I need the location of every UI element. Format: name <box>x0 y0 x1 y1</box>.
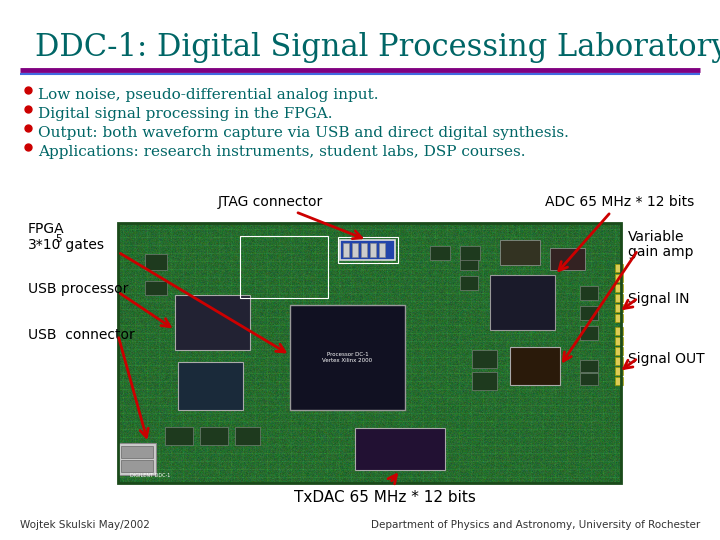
Bar <box>580 360 598 372</box>
Text: JTAG connector: JTAG connector <box>218 195 361 239</box>
Text: Variable: Variable <box>628 230 685 244</box>
Bar <box>361 243 367 257</box>
Bar <box>550 248 585 270</box>
Bar <box>240 236 328 298</box>
Bar <box>615 284 623 292</box>
Bar <box>121 460 153 472</box>
Text: Processor DC-1
Vertex Xilinx 2000: Processor DC-1 Vertex Xilinx 2000 <box>323 352 372 363</box>
Text: Low noise, pseudo-differential analog input.: Low noise, pseudo-differential analog in… <box>38 88 379 102</box>
Bar <box>615 294 623 302</box>
Bar <box>615 377 623 385</box>
Text: ADC 65 MHz * 12 bits: ADC 65 MHz * 12 bits <box>545 195 694 271</box>
Bar <box>615 347 623 355</box>
Bar <box>615 304 623 312</box>
Bar <box>615 327 623 335</box>
Text: DIGILENT DDC-1: DIGILENT DDC-1 <box>130 473 171 478</box>
Bar <box>472 350 497 368</box>
Text: gain amp: gain amp <box>628 245 693 259</box>
Bar <box>370 243 376 257</box>
Bar <box>200 427 228 445</box>
Bar <box>580 326 598 340</box>
Bar <box>615 337 623 345</box>
Bar <box>178 362 243 410</box>
Bar <box>460 256 478 270</box>
Bar <box>352 243 358 257</box>
Bar <box>118 443 156 475</box>
Bar <box>580 306 598 320</box>
Bar <box>472 372 497 390</box>
Bar <box>338 237 398 263</box>
Bar <box>500 240 540 265</box>
Bar <box>615 314 623 322</box>
Bar <box>145 281 167 295</box>
Bar <box>379 243 385 257</box>
Text: USB processor: USB processor <box>28 282 128 296</box>
Text: FPGA: FPGA <box>28 222 65 236</box>
Bar <box>430 246 450 260</box>
Text: Applications: research instruments, student labs, DSP courses.: Applications: research instruments, stud… <box>38 145 526 159</box>
Bar <box>121 446 153 458</box>
Text: 5: 5 <box>55 234 62 244</box>
Bar <box>145 254 167 270</box>
Text: Output: both waveform capture via USB and direct digital synthesis.: Output: both waveform capture via USB an… <box>38 126 569 140</box>
Bar <box>615 274 623 282</box>
Bar <box>118 223 621 483</box>
Bar <box>343 243 349 257</box>
Bar <box>460 246 480 260</box>
Text: DDC-1: Digital Signal Processing Laboratory: DDC-1: Digital Signal Processing Laborat… <box>35 32 720 63</box>
Text: Department of Physics and Astronomy, University of Rochester: Department of Physics and Astronomy, Uni… <box>371 520 700 530</box>
Bar <box>340 240 395 260</box>
Bar <box>580 373 598 385</box>
Text: Wojtek Skulski May/2002: Wojtek Skulski May/2002 <box>20 520 150 530</box>
Text: TxDAC 65 MHz * 12 bits: TxDAC 65 MHz * 12 bits <box>294 490 476 505</box>
Bar <box>615 264 623 272</box>
Bar <box>580 286 598 300</box>
Bar <box>615 357 623 365</box>
Bar <box>510 347 560 385</box>
Bar <box>235 427 260 445</box>
Text: gates: gates <box>61 238 104 252</box>
Bar <box>355 428 445 470</box>
Text: 3*10: 3*10 <box>28 238 61 252</box>
Text: Signal IN: Signal IN <box>628 292 690 306</box>
Bar <box>460 276 478 290</box>
Text: Signal OUT: Signal OUT <box>628 352 705 366</box>
Bar <box>290 305 405 410</box>
Bar <box>165 427 193 445</box>
Text: USB  connector: USB connector <box>28 328 135 342</box>
Text: Digital signal processing in the FPGA.: Digital signal processing in the FPGA. <box>38 107 333 121</box>
Bar <box>615 367 623 375</box>
Bar <box>490 275 555 330</box>
Bar <box>175 295 250 350</box>
